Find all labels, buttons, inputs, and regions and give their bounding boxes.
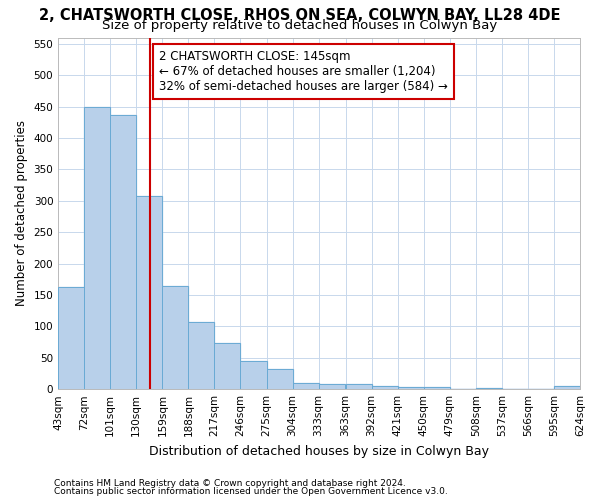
Text: Contains public sector information licensed under the Open Government Licence v3: Contains public sector information licen… [54, 487, 448, 496]
Text: 2, CHATSWORTH CLOSE, RHOS ON SEA, COLWYN BAY, LL28 4DE: 2, CHATSWORTH CLOSE, RHOS ON SEA, COLWYN… [39, 8, 561, 22]
X-axis label: Distribution of detached houses by size in Colwyn Bay: Distribution of detached houses by size … [149, 444, 489, 458]
Text: 2 CHATSWORTH CLOSE: 145sqm
← 67% of detached houses are smaller (1,204)
32% of s: 2 CHATSWORTH CLOSE: 145sqm ← 67% of deta… [159, 50, 448, 93]
Y-axis label: Number of detached properties: Number of detached properties [15, 120, 28, 306]
Text: Contains HM Land Registry data © Crown copyright and database right 2024.: Contains HM Land Registry data © Crown c… [54, 478, 406, 488]
Text: Size of property relative to detached houses in Colwyn Bay: Size of property relative to detached ho… [103, 19, 497, 32]
